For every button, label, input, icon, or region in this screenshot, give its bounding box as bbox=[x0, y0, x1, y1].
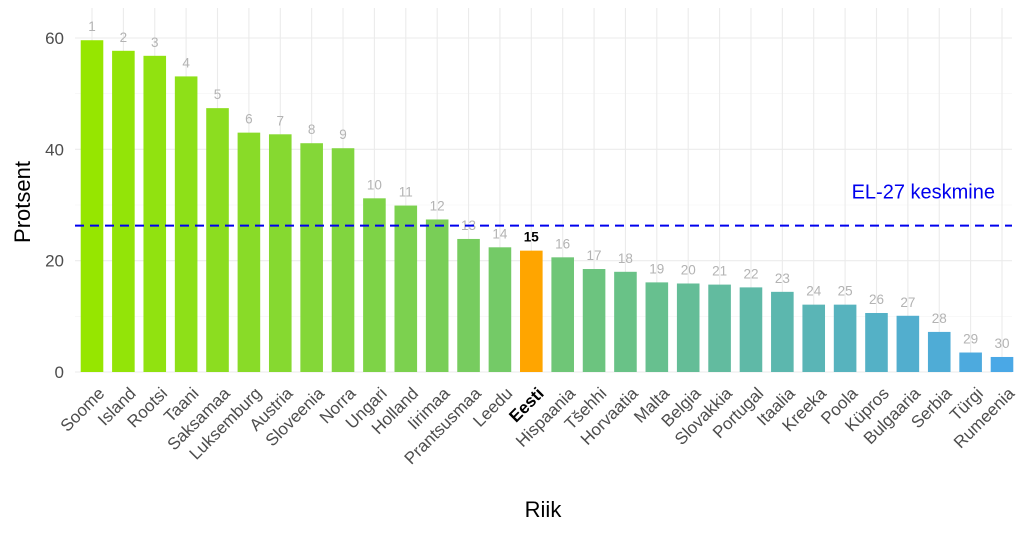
bar bbox=[457, 238, 480, 372]
bar bbox=[739, 287, 763, 372]
rank-label: 17 bbox=[587, 248, 602, 263]
bar bbox=[551, 257, 574, 372]
bar bbox=[927, 331, 951, 372]
y-axis-title: Protsent bbox=[10, 161, 35, 243]
bar bbox=[676, 283, 700, 372]
rank-label: 21 bbox=[712, 264, 727, 279]
rank-label: 20 bbox=[681, 262, 696, 277]
rank-label: 11 bbox=[399, 185, 413, 200]
bar bbox=[520, 250, 543, 372]
rank-label: 25 bbox=[838, 284, 853, 299]
bar bbox=[865, 312, 888, 372]
rank-label: 4 bbox=[182, 55, 190, 70]
bar bbox=[331, 148, 355, 372]
bar bbox=[582, 269, 606, 372]
bar bbox=[802, 304, 826, 372]
bar bbox=[80, 40, 104, 373]
bar bbox=[959, 352, 982, 372]
bar bbox=[174, 76, 198, 372]
rank-label: 9 bbox=[339, 127, 347, 142]
y-tick-label: 60 bbox=[45, 29, 64, 48]
bar bbox=[394, 205, 418, 372]
rank-label: 18 bbox=[618, 251, 633, 266]
rank-label: 28 bbox=[932, 311, 947, 326]
bar bbox=[363, 198, 386, 372]
bar bbox=[206, 108, 229, 372]
rank-label: 29 bbox=[963, 332, 978, 347]
bar bbox=[488, 247, 512, 372]
rank-label: 10 bbox=[367, 177, 382, 192]
y-tick-label: 40 bbox=[45, 140, 64, 159]
rank-label: 27 bbox=[900, 295, 915, 310]
bar bbox=[614, 271, 637, 372]
y-tick-label: 20 bbox=[45, 252, 64, 271]
reference-line-group: EL-27 keskmine bbox=[75, 182, 1012, 227]
rank-label: 30 bbox=[994, 336, 1009, 351]
rank-label: 26 bbox=[869, 292, 884, 307]
rank-label: 14 bbox=[492, 226, 508, 241]
y-tick-labels: 0 20 40 60 bbox=[45, 29, 64, 382]
rank-label: 19 bbox=[649, 261, 664, 276]
bar bbox=[143, 55, 167, 373]
rank-label: 3 bbox=[151, 35, 159, 50]
bar bbox=[771, 291, 794, 372]
rank-label: 22 bbox=[743, 266, 758, 281]
rank-label: 7 bbox=[277, 113, 285, 128]
bar bbox=[833, 304, 857, 372]
bar bbox=[237, 132, 261, 372]
x-tick-labels: SoomeIslandRootsiTaaniSaksamaaLuksemburg… bbox=[57, 383, 1019, 468]
bar bbox=[425, 219, 449, 372]
rank-label: 16 bbox=[555, 236, 570, 251]
x-axis-title: Riik bbox=[525, 497, 563, 522]
reference-line-label: EL-27 keskmine bbox=[852, 182, 995, 204]
rank-label: 12 bbox=[430, 198, 445, 213]
rank-label: 2 bbox=[120, 30, 128, 45]
rank-label: 23 bbox=[775, 271, 790, 286]
rank-label: 8 bbox=[308, 122, 316, 137]
rank-label: 1 bbox=[88, 19, 96, 34]
bar bbox=[300, 143, 323, 372]
bar bbox=[896, 315, 920, 372]
bars bbox=[80, 40, 1014, 373]
y-tick-label: 0 bbox=[55, 363, 64, 382]
bar bbox=[112, 50, 135, 372]
bar bbox=[645, 282, 669, 372]
rank-label: 15 bbox=[524, 230, 540, 245]
bar bbox=[268, 134, 292, 372]
bar bbox=[708, 284, 731, 372]
rank-label: 24 bbox=[806, 284, 822, 299]
rank-label: 5 bbox=[214, 87, 222, 102]
rank-label: 6 bbox=[245, 112, 253, 127]
bar bbox=[990, 356, 1014, 372]
